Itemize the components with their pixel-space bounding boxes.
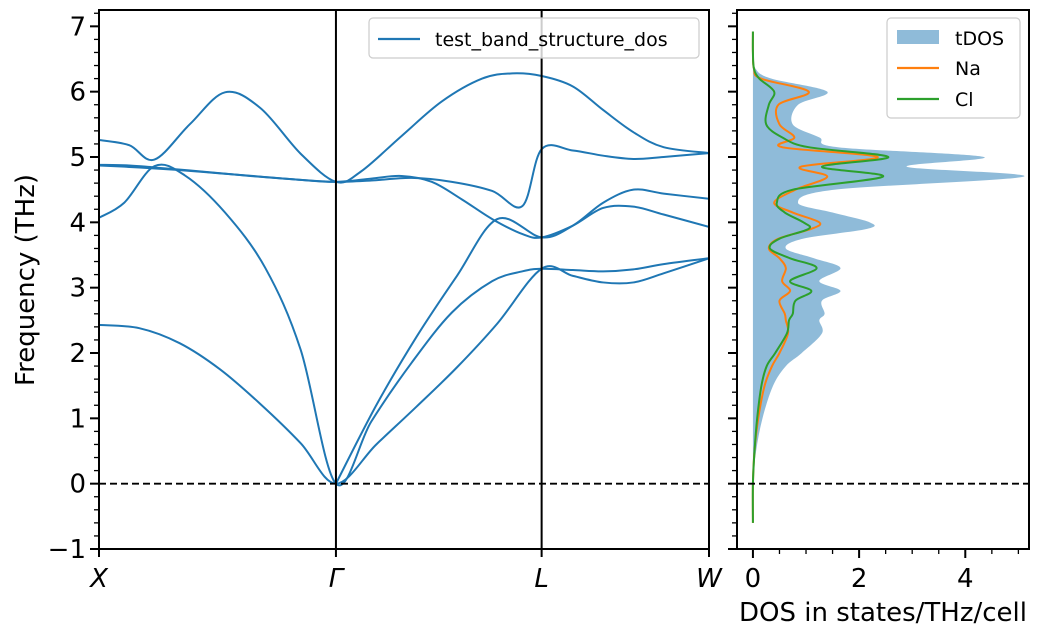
dos-x-tick-label: 4 — [957, 564, 974, 594]
band-line-4 — [99, 257, 709, 485]
band-lines — [99, 72, 709, 487]
band-y-tick-label: 5 — [69, 143, 86, 173]
band-y-tick-label: 3 — [69, 274, 86, 304]
band-y-tick-label: 6 — [69, 78, 86, 108]
dos-legend-label-tdos: tDOS — [955, 28, 1004, 50]
dos-legend: tDOS Na Cl — [886, 17, 1021, 119]
dos-area-tdos — [752, 31, 1025, 523]
dos-series — [751, 31, 1025, 523]
band-line-3 — [99, 163, 709, 239]
band-legend-box — [368, 17, 700, 59]
dos-panel-frame — [736, 9, 1030, 550]
band-line-2 — [99, 163, 709, 487]
dos-legend-label-cl: Cl — [955, 89, 974, 111]
band-y-tick-label: 7 — [69, 12, 86, 42]
band-legend: test_band_structure_dos — [368, 17, 700, 59]
dos-x-tick-label: 0 — [745, 564, 762, 594]
kpoint-label-0: X — [88, 564, 109, 594]
band-y-tick-label: 1 — [69, 404, 86, 434]
band-line-1 — [99, 72, 709, 184]
dos-legend-swatch-tdos — [897, 30, 939, 44]
band-legend-label: test_band_structure_dos — [435, 29, 668, 51]
band-panel-frame — [98, 9, 710, 550]
dos-legend-label-na: Na — [955, 58, 981, 80]
dos-x-tick-label: 2 — [851, 564, 868, 594]
band-y-tick-label: 2 — [69, 339, 86, 369]
band-y-axis-label: Frequency (THz) — [11, 174, 41, 386]
dos-line-cl — [751, 31, 890, 523]
dos-y-axis — [728, 12, 737, 550]
band-y-tick-label: 4 — [69, 208, 86, 238]
dos-panel: 0 2 4 DOS in states/THz/cell tDOS Na Cl — [728, 9, 1030, 628]
kpoint-label-2: L — [534, 564, 549, 594]
band-y-axis: −1 0 1 2 3 4 5 6 7 — [48, 12, 99, 565]
band-y-tick-label: 0 — [69, 470, 86, 500]
band-line-6 — [335, 188, 709, 485]
dos-x-axis: 0 2 4 — [745, 549, 1020, 594]
band-y-tick-label: −1 — [48, 535, 86, 565]
kpoint-label-1: Γ — [329, 564, 346, 594]
kpoint-label-3: W — [696, 564, 723, 594]
band-line-5 — [99, 144, 709, 209]
high-symmetry-lines — [334, 10, 543, 549]
band-structure-panel: −1 0 1 2 3 4 5 6 7 X Γ L W Frequency (THz) test_ban… — [11, 9, 723, 594]
dos-x-axis-label: DOS in states/THz/cell — [739, 598, 1027, 628]
